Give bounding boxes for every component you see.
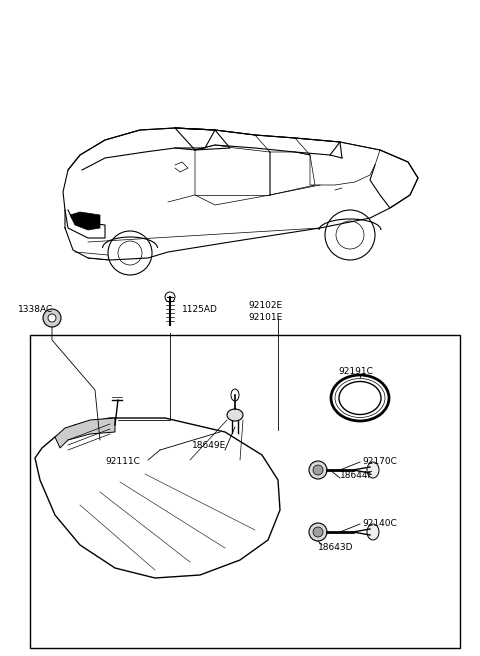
Circle shape <box>48 314 56 322</box>
Text: 92102E: 92102E <box>248 300 282 310</box>
Text: 18644F: 18644F <box>340 472 373 480</box>
Text: 92191C: 92191C <box>338 367 373 377</box>
Text: 92170C: 92170C <box>362 457 397 466</box>
Text: 1338AC: 1338AC <box>18 306 53 314</box>
Polygon shape <box>55 418 115 448</box>
Circle shape <box>313 527 323 537</box>
Text: 92111C: 92111C <box>105 457 140 466</box>
Circle shape <box>313 465 323 475</box>
Polygon shape <box>70 212 100 230</box>
Text: 1125AD: 1125AD <box>182 306 218 314</box>
Ellipse shape <box>367 462 379 478</box>
Circle shape <box>165 292 175 302</box>
Text: 92101E: 92101E <box>248 314 282 323</box>
Circle shape <box>43 309 61 327</box>
Bar <box>30 335 460 648</box>
Ellipse shape <box>367 524 379 540</box>
Circle shape <box>309 461 327 479</box>
Text: 18649E: 18649E <box>192 440 226 449</box>
Ellipse shape <box>227 409 243 421</box>
Text: 18643D: 18643D <box>318 544 353 552</box>
Circle shape <box>309 523 327 541</box>
Text: 92140C: 92140C <box>362 520 397 529</box>
